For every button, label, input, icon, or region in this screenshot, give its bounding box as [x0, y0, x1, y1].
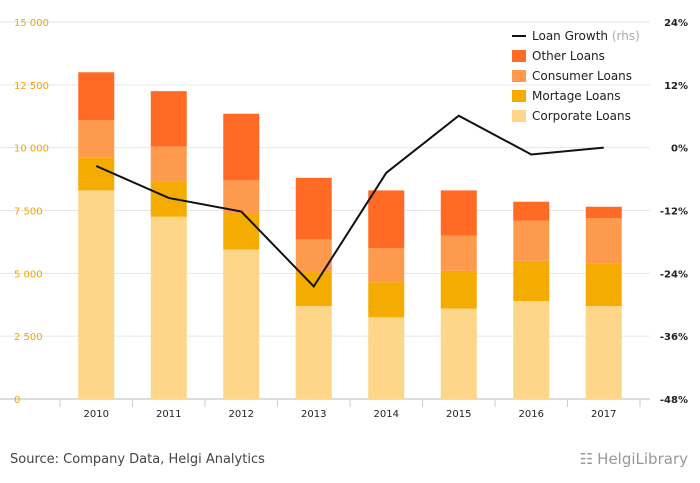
y-right-tick-label: 12% [664, 81, 688, 92]
x-tick-label: 2014 [374, 409, 399, 420]
bar-segment [223, 213, 260, 250]
y-right-tick-label: -12% [660, 207, 688, 218]
bar-segment [150, 91, 187, 147]
legend-label: Mortage Loans [532, 89, 621, 103]
x-tick-label: 2016 [519, 409, 544, 420]
axes: 0 -48% 2 500 -36% 5 000 -24% 7 500 -12% 10 000 0%… [14, 18, 688, 420]
x-tick-label: 2011 [156, 409, 181, 420]
x-tick-label: 2015 [446, 409, 471, 420]
source-note: Source: Company Data, Helgi Analytics [10, 452, 265, 467]
bar-segment [295, 272, 332, 307]
library-icon: ☷ [579, 450, 594, 468]
chart: 0 -48% 2 500 -36% 5 000 -24% 7 500 -12% 10 000 0%… [0, 18, 688, 420]
bars [78, 72, 622, 399]
bar-segment [440, 308, 477, 399]
bar-segment [368, 248, 405, 283]
bar-segment [223, 249, 260, 399]
y-left-tick-label: 7 500 [14, 207, 43, 218]
legend-label: Loan Growth (rhs) [532, 29, 640, 43]
bar-segment [78, 157, 115, 191]
x-tick-label: 2017 [591, 409, 616, 420]
x-tick-label: 2013 [301, 409, 326, 420]
legend-label: Other Loans [532, 49, 605, 63]
bar-segment [513, 220, 550, 261]
legend-label-note: (rhs) [608, 29, 640, 43]
bar-segment [585, 306, 622, 399]
bar-segment [585, 218, 622, 264]
loan-growth-polyline [95, 114, 604, 289]
y-left-tick-label: 10 000 [14, 144, 49, 155]
y-left-tick-label: 15 000 [14, 18, 49, 29]
bar-segment [295, 177, 332, 240]
bar-segment [585, 263, 622, 307]
bar-segment [150, 181, 187, 217]
y-right-tick-label: 0% [671, 144, 688, 155]
bar-segment [150, 146, 187, 182]
legend-label: Consumer Loans [532, 69, 632, 83]
bar-segment [78, 190, 115, 399]
logo-text: HelgiLibrary [597, 450, 688, 468]
bar-segment [223, 113, 260, 181]
bar-segment [513, 260, 550, 301]
legend-swatch [512, 110, 526, 122]
bar-segment [440, 190, 477, 236]
bar-segment [150, 216, 187, 399]
bar-segment [368, 282, 405, 318]
bar-segment [223, 180, 260, 214]
x-tick-label: 2012 [229, 409, 254, 420]
bar-segment [368, 190, 405, 249]
y-left-tick-label: 12 500 [14, 81, 49, 92]
helgi-library-logo: ☷ HelgiLibrary [580, 450, 688, 468]
y-right-tick-label: -24% [660, 269, 688, 280]
bar-segment [513, 201, 550, 221]
y-right-tick-label: -48% [660, 395, 688, 406]
y-right-tick-label: -36% [660, 332, 688, 343]
bar-segment [440, 235, 477, 271]
legend-swatch [512, 70, 526, 82]
legend-swatch [512, 50, 526, 62]
bar-segment [513, 300, 550, 399]
legend: Loan Growth (rhs) Other Loans Consumer Loa… [512, 29, 640, 123]
loan-growth-line [95, 114, 604, 289]
bar-segment [585, 206, 622, 219]
y-left-tick-label: 5 000 [14, 269, 43, 280]
x-tick-label: 2010 [84, 409, 109, 420]
y-left-tick-label: 2 500 [14, 332, 43, 343]
bar-segment [368, 317, 405, 399]
bar-segment [295, 306, 332, 399]
y-right-tick-label: 24% [664, 18, 688, 29]
legend-label: Corporate Loans [532, 109, 631, 123]
bar-segment [440, 270, 477, 309]
y-left-tick-label: 0 [14, 395, 20, 406]
legend-swatch [512, 90, 526, 102]
bar-segment [78, 120, 115, 158]
bar-segment [78, 72, 115, 121]
